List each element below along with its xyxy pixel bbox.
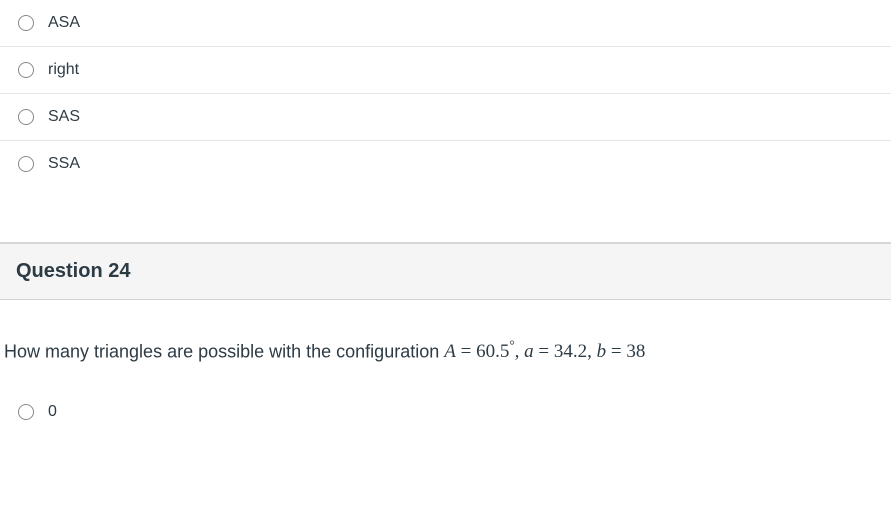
radio-icon[interactable] [18, 62, 34, 78]
radio-icon[interactable] [18, 404, 34, 420]
option-row-right[interactable]: right [0, 47, 891, 94]
quiz-container: ASA right SAS SSA Question 24 How many t… [0, 0, 891, 431]
option-label: 0 [48, 403, 57, 421]
eq3: = [606, 341, 626, 362]
option-row-sas[interactable]: SAS [0, 94, 891, 141]
val-a: 34.2 [554, 341, 587, 362]
option-row-0[interactable]: 0 [0, 393, 891, 431]
question-title: Question 24 [16, 260, 130, 282]
radio-icon[interactable] [18, 109, 34, 125]
option-label: ASA [48, 14, 80, 32]
eq2: = [534, 341, 554, 362]
option-label: SAS [48, 108, 80, 126]
question-24-prompt: How many triangles are possible with the… [0, 300, 891, 393]
option-label: right [48, 61, 79, 79]
val-A: 60.5 [476, 341, 509, 362]
question-gap [0, 187, 891, 243]
option-label: SSA [48, 155, 80, 173]
option-row-asa[interactable]: ASA [0, 0, 891, 47]
var-b: b [597, 341, 607, 362]
question-24-header: Question 24 [0, 243, 891, 300]
var-a: a [524, 341, 534, 362]
sep1: , [515, 341, 525, 362]
q23-options-group: ASA right SAS SSA [0, 0, 891, 187]
val-b: 38 [626, 341, 645, 362]
q24-options-group: 0 [0, 393, 891, 431]
radio-icon[interactable] [18, 156, 34, 172]
option-row-ssa[interactable]: SSA [0, 141, 891, 187]
radio-icon[interactable] [18, 15, 34, 31]
eq1: = [456, 341, 476, 362]
var-A: A [444, 341, 456, 362]
math-expression: A = 60.5°, a = 34.2, b = 38 [444, 341, 645, 362]
sep2: , [587, 341, 597, 362]
prompt-prefix: How many triangles are possible with the… [4, 341, 444, 361]
